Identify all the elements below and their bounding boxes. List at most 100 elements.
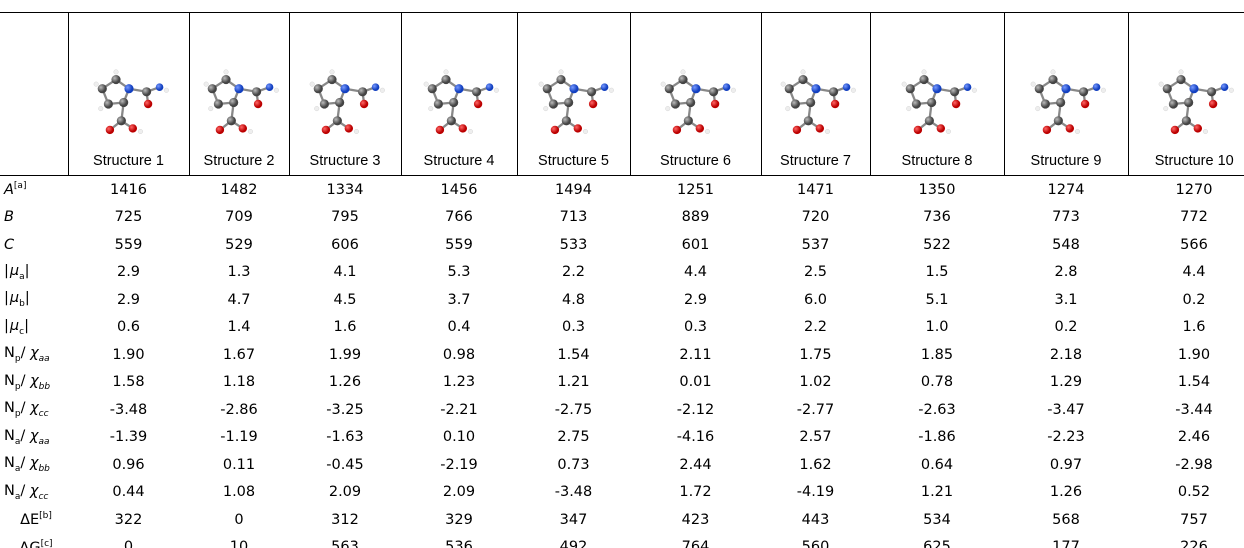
cell-value: 1270 — [1128, 176, 1244, 204]
row-label: Np/ χcc — [0, 396, 68, 424]
label-part: | — [4, 318, 9, 334]
cell-value: 559 — [68, 231, 189, 259]
cell-value: 0.4 — [401, 314, 517, 342]
cell-value: 1.26 — [1004, 479, 1128, 507]
structure-header: Structure 2 — [189, 13, 289, 176]
cell-value: 443 — [761, 506, 870, 534]
cell-value: -2.75 — [517, 396, 630, 424]
cell-value: 0.96 — [68, 451, 189, 479]
cell-value: 1.54 — [1128, 369, 1244, 397]
label-part: μ — [10, 318, 19, 334]
cell-value: 1.58 — [68, 369, 189, 397]
cell-value: -2.98 — [1128, 451, 1244, 479]
cell-value: 0 — [68, 534, 189, 548]
structure-header: Structure 10 — [1128, 13, 1244, 176]
cell-value: 0.01 — [630, 369, 761, 397]
molecule-image — [417, 65, 501, 143]
cell-value: 1.02 — [761, 369, 870, 397]
cell-value: 1.90 — [68, 341, 189, 369]
cell-value: -3.44 — [1128, 396, 1244, 424]
label-part: ΔG — [19, 540, 40, 548]
cell-value: 1.72 — [630, 479, 761, 507]
cell-value: 1.26 — [289, 369, 401, 397]
label-part: aa — [39, 354, 50, 364]
cell-value: 720 — [761, 204, 870, 232]
cell-value: 568 — [1004, 506, 1128, 534]
cell-value: 0.44 — [68, 479, 189, 507]
cell-value: 773 — [1004, 204, 1128, 232]
cell-value: 601 — [630, 231, 761, 259]
label-part: N — [4, 345, 15, 361]
row-label: Na/ χbb — [0, 451, 68, 479]
label-part: N — [4, 373, 15, 389]
cell-value: 0.11 — [189, 451, 289, 479]
cell-value: -3.48 — [517, 479, 630, 507]
cell-value: 1.4 — [189, 314, 289, 342]
cell-value: 4.5 — [289, 286, 401, 314]
cell-value: 1.5 — [870, 259, 1004, 287]
cell-value: 347 — [517, 506, 630, 534]
cell-value: 563 — [289, 534, 401, 548]
cell-value: 0.52 — [1128, 479, 1244, 507]
molecule-image — [895, 65, 979, 143]
label-part: cc — [39, 409, 49, 419]
label-part: χ — [30, 400, 39, 416]
structure-header: Structure 6 — [630, 13, 761, 176]
cell-value: -2.77 — [761, 396, 870, 424]
cell-value: 492 — [517, 534, 630, 548]
label-part: aa — [39, 354, 50, 364]
cell-value: 322 — [68, 506, 189, 534]
molecule-image — [303, 65, 387, 143]
molecule-image — [654, 65, 738, 143]
cell-value: -2.21 — [401, 396, 517, 424]
cell-value: 329 — [401, 506, 517, 534]
label-part: | — [25, 263, 30, 279]
row-label: Na/ χaa — [0, 424, 68, 452]
cell-value: 625 — [870, 534, 1004, 548]
cell-value: 0.6 — [68, 314, 189, 342]
cell-value: -3.47 — [1004, 396, 1128, 424]
cell-value: 0.2 — [1128, 286, 1244, 314]
cell-value: 766 — [401, 204, 517, 232]
structure-header: Structure 7 — [761, 13, 870, 176]
cell-value: 764 — [630, 534, 761, 548]
cell-value: 1.08 — [189, 479, 289, 507]
cell-value: 566 — [1128, 231, 1244, 259]
row-label: |μb| — [0, 286, 68, 314]
cell-value: -3.25 — [289, 396, 401, 424]
cell-value: 1.3 — [189, 259, 289, 287]
row-label: A[a] — [0, 176, 68, 204]
cell-value: 1416 — [68, 176, 189, 204]
label-part: μ — [10, 263, 19, 279]
structure-header: Structure 4 — [401, 13, 517, 176]
cell-value: 2.57 — [761, 424, 870, 452]
cell-value: 1.85 — [870, 341, 1004, 369]
cell-value: 1456 — [401, 176, 517, 204]
label-part: cc — [39, 409, 49, 419]
cell-value: 534 — [870, 506, 1004, 534]
cell-value: 2.44 — [630, 451, 761, 479]
cell-value: 1.0 — [870, 314, 1004, 342]
cell-value: 2.8 — [1004, 259, 1128, 287]
cell-value: 0.64 — [870, 451, 1004, 479]
cell-value: 5.1 — [870, 286, 1004, 314]
cell-value: 1.6 — [1128, 314, 1244, 342]
cell-value: -2.63 — [870, 396, 1004, 424]
molecule-image — [774, 65, 858, 143]
cell-value: 1.18 — [189, 369, 289, 397]
label-part: / — [20, 455, 30, 471]
row-label: ΔG[c] — [0, 534, 68, 548]
cell-value: 548 — [1004, 231, 1128, 259]
data-row: Np/ χaa1.901.671.990.981.542.111.751.852… — [0, 341, 1244, 369]
cell-value: 1.21 — [870, 479, 1004, 507]
cell-value: 2.5 — [761, 259, 870, 287]
label-part: | — [24, 318, 29, 334]
structure-label: Structure 5 — [538, 153, 609, 169]
cell-value: 423 — [630, 506, 761, 534]
cell-value: 0.3 — [517, 314, 630, 342]
cell-value: -4.16 — [630, 424, 761, 452]
molecule-image — [1024, 65, 1108, 143]
label-part: [c] — [41, 539, 53, 548]
